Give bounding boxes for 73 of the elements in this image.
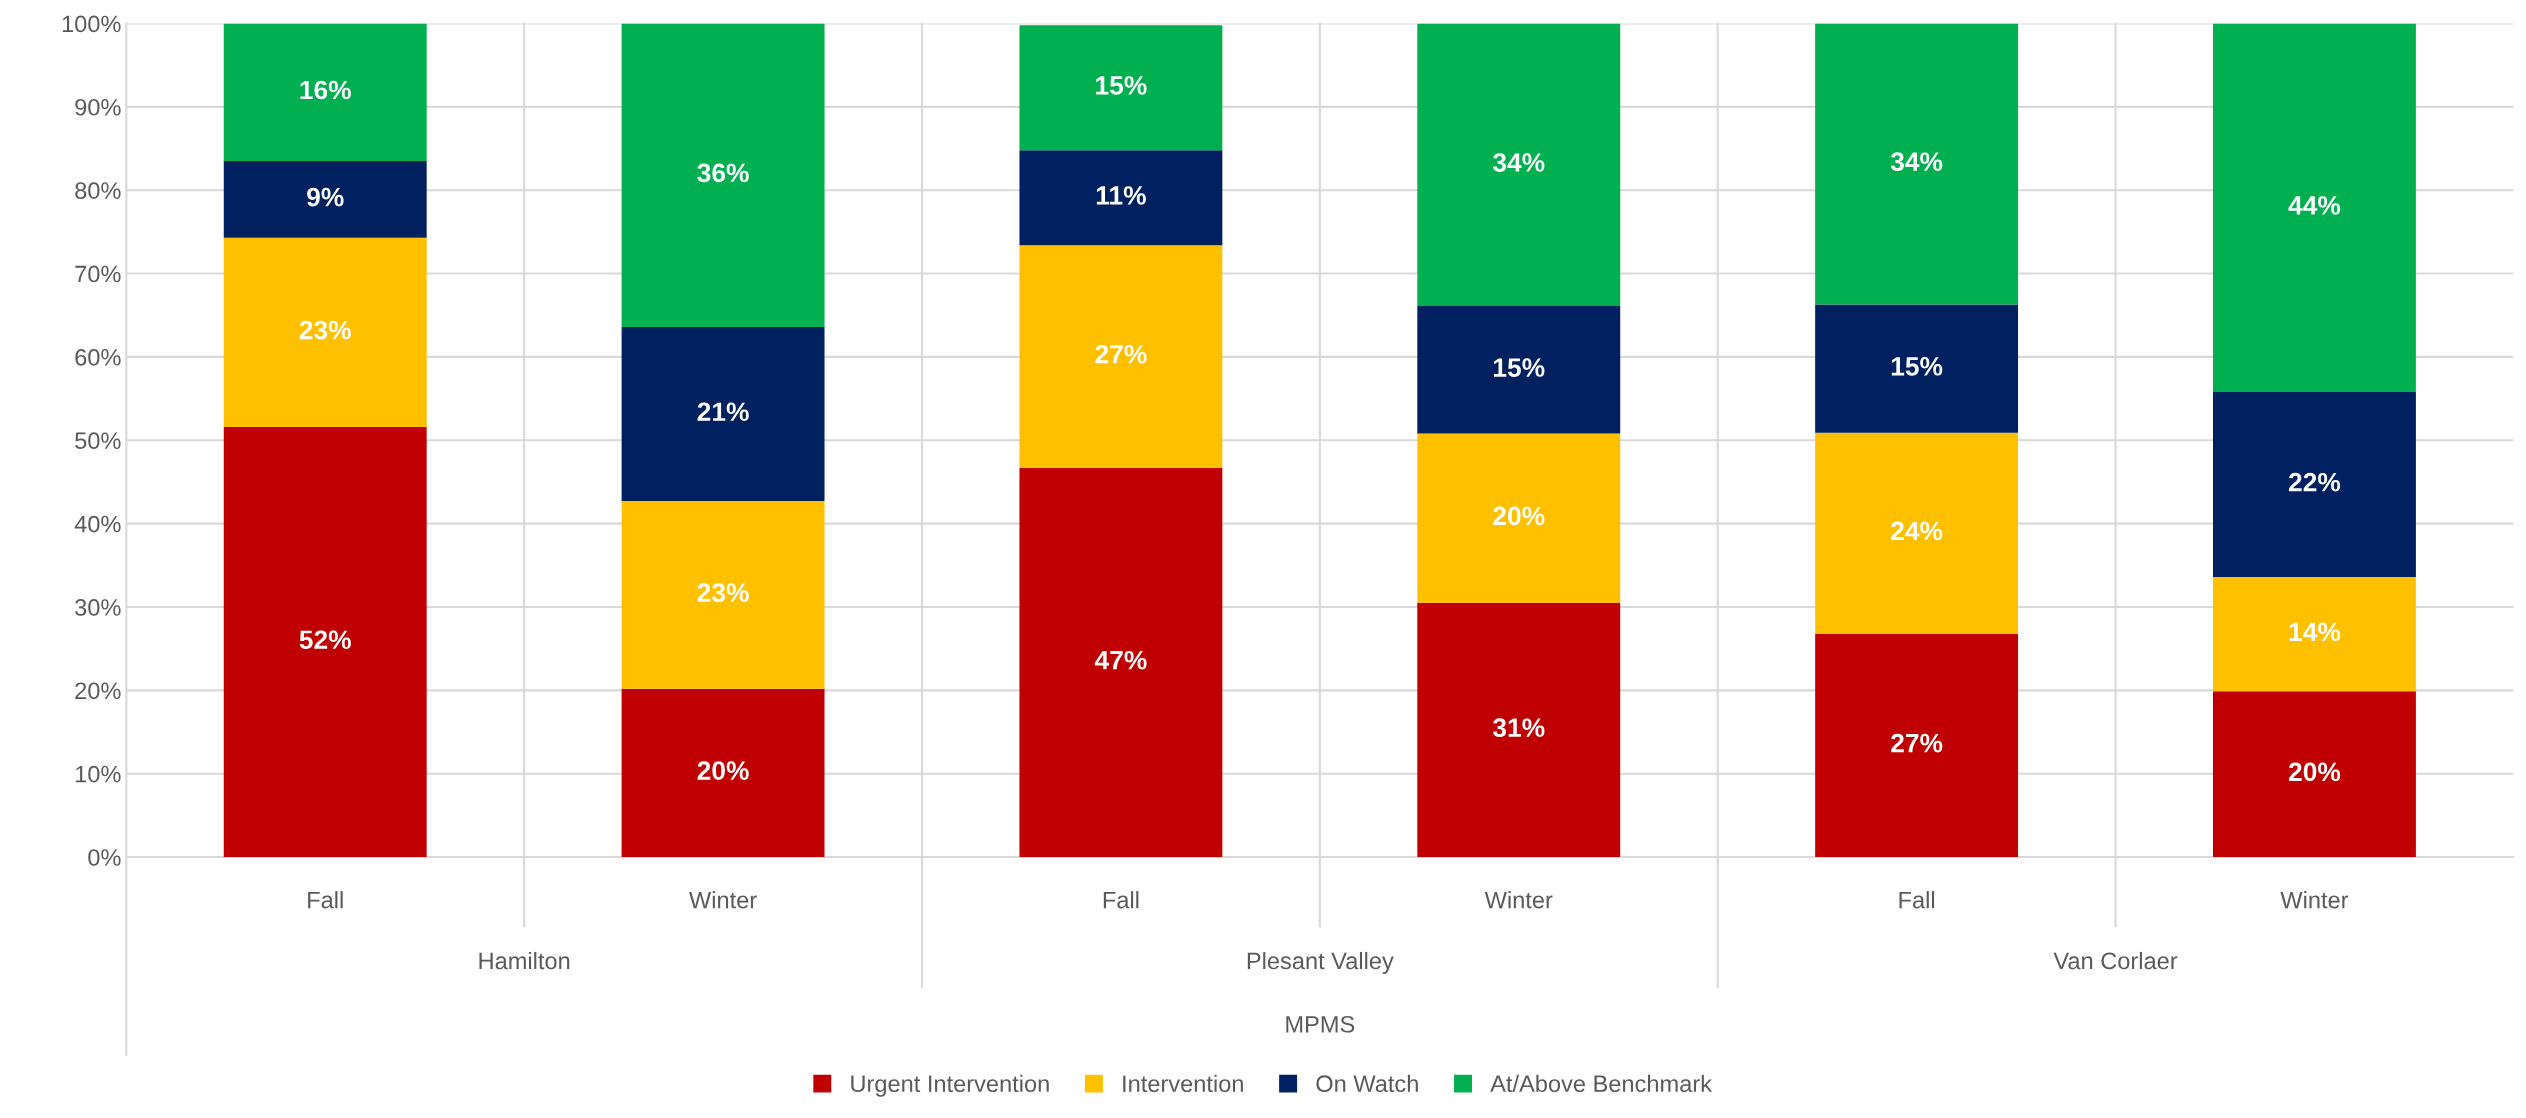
y-tick-label: 100% (62, 15, 121, 33)
bar (1815, 304, 2019, 433)
bar (1417, 306, 1621, 434)
bar (2213, 576, 2416, 692)
bar (1019, 25, 1223, 151)
bar (621, 501, 825, 689)
data-label: 24% (1891, 521, 1943, 541)
bar (1019, 467, 1223, 858)
y-tick-label: 20% (75, 682, 121, 700)
legend-label: Intervention (1123, 1074, 1243, 1093)
bar (621, 23, 825, 327)
bar (2213, 691, 2416, 858)
data-label: 9% (307, 187, 344, 207)
y-tick-label: 40% (74, 515, 121, 533)
bar (1417, 433, 1621, 603)
data-label: 20% (2288, 762, 2341, 782)
data-label: 23% (299, 320, 351, 340)
bar (1417, 602, 1621, 858)
x-tick-label: Fall (1103, 891, 1139, 909)
data-label: 27% (1095, 344, 1147, 364)
bar (223, 426, 427, 858)
y-tick-label: 90% (75, 98, 121, 116)
text: Van Corlaer (2053, 951, 2178, 970)
data-label: 22% (2288, 472, 2341, 492)
data-label: 15% (1494, 358, 1545, 377)
data-label: 34% (1492, 153, 1545, 172)
x-tick-label: Winter (689, 891, 757, 909)
legend-label: At/Above Benchmark (1490, 1074, 1713, 1093)
bar (1815, 432, 2019, 634)
y-tick-label: 50% (75, 432, 121, 450)
bar (2213, 391, 2416, 577)
text: Hamilton (479, 951, 570, 970)
data-label: 15% (1096, 76, 1147, 95)
y-tick-label: 10% (75, 765, 121, 783)
bar (1815, 633, 2019, 858)
y-tick-label: 0% (88, 849, 121, 866)
data-label: 44% (2288, 196, 2341, 215)
data-label: 27% (1891, 733, 1943, 753)
data-label: 20% (697, 761, 749, 780)
bar (223, 23, 427, 162)
data-label: 21% (697, 402, 749, 422)
bar (223, 237, 427, 427)
data-label: 52% (299, 630, 351, 650)
legend-label: Urgent Intervention (851, 1074, 1049, 1097)
y-tick-label: 30% (75, 599, 121, 616)
data-label: 36% (697, 163, 749, 183)
data-label: 14% (2289, 622, 2341, 642)
data-label: 47% (1094, 650, 1147, 670)
x-tick-label: Winter (2280, 891, 2349, 909)
data-label: 20% (1493, 506, 1545, 526)
x-tick-label: Fall (308, 891, 343, 909)
data-label: 34% (1890, 152, 1943, 172)
bar (1417, 23, 1621, 307)
bar (1815, 23, 2019, 305)
y-tick-label: 70% (75, 265, 121, 283)
text: Plesant Valley (1247, 951, 1394, 974)
data-label: 15% (1891, 357, 1943, 376)
bar (1019, 150, 1223, 246)
bar (621, 326, 825, 502)
bar (223, 161, 427, 238)
text: MPMS (1286, 1015, 1355, 1033)
x-tick-label: Fall (1899, 891, 1935, 909)
bar (621, 688, 825, 858)
bar (2213, 23, 2416, 392)
data-label: 31% (1492, 718, 1545, 738)
data-label: 23% (697, 583, 749, 603)
bar (1019, 245, 1223, 468)
legend-label: On Watch (1316, 1074, 1418, 1093)
y-tick-label: 80% (75, 182, 121, 199)
y-tick-label: 60% (75, 348, 121, 366)
data-label: 11% (1096, 186, 1146, 205)
data-label: 16% (300, 80, 351, 100)
x-tick-label: Winter (1484, 891, 1553, 909)
